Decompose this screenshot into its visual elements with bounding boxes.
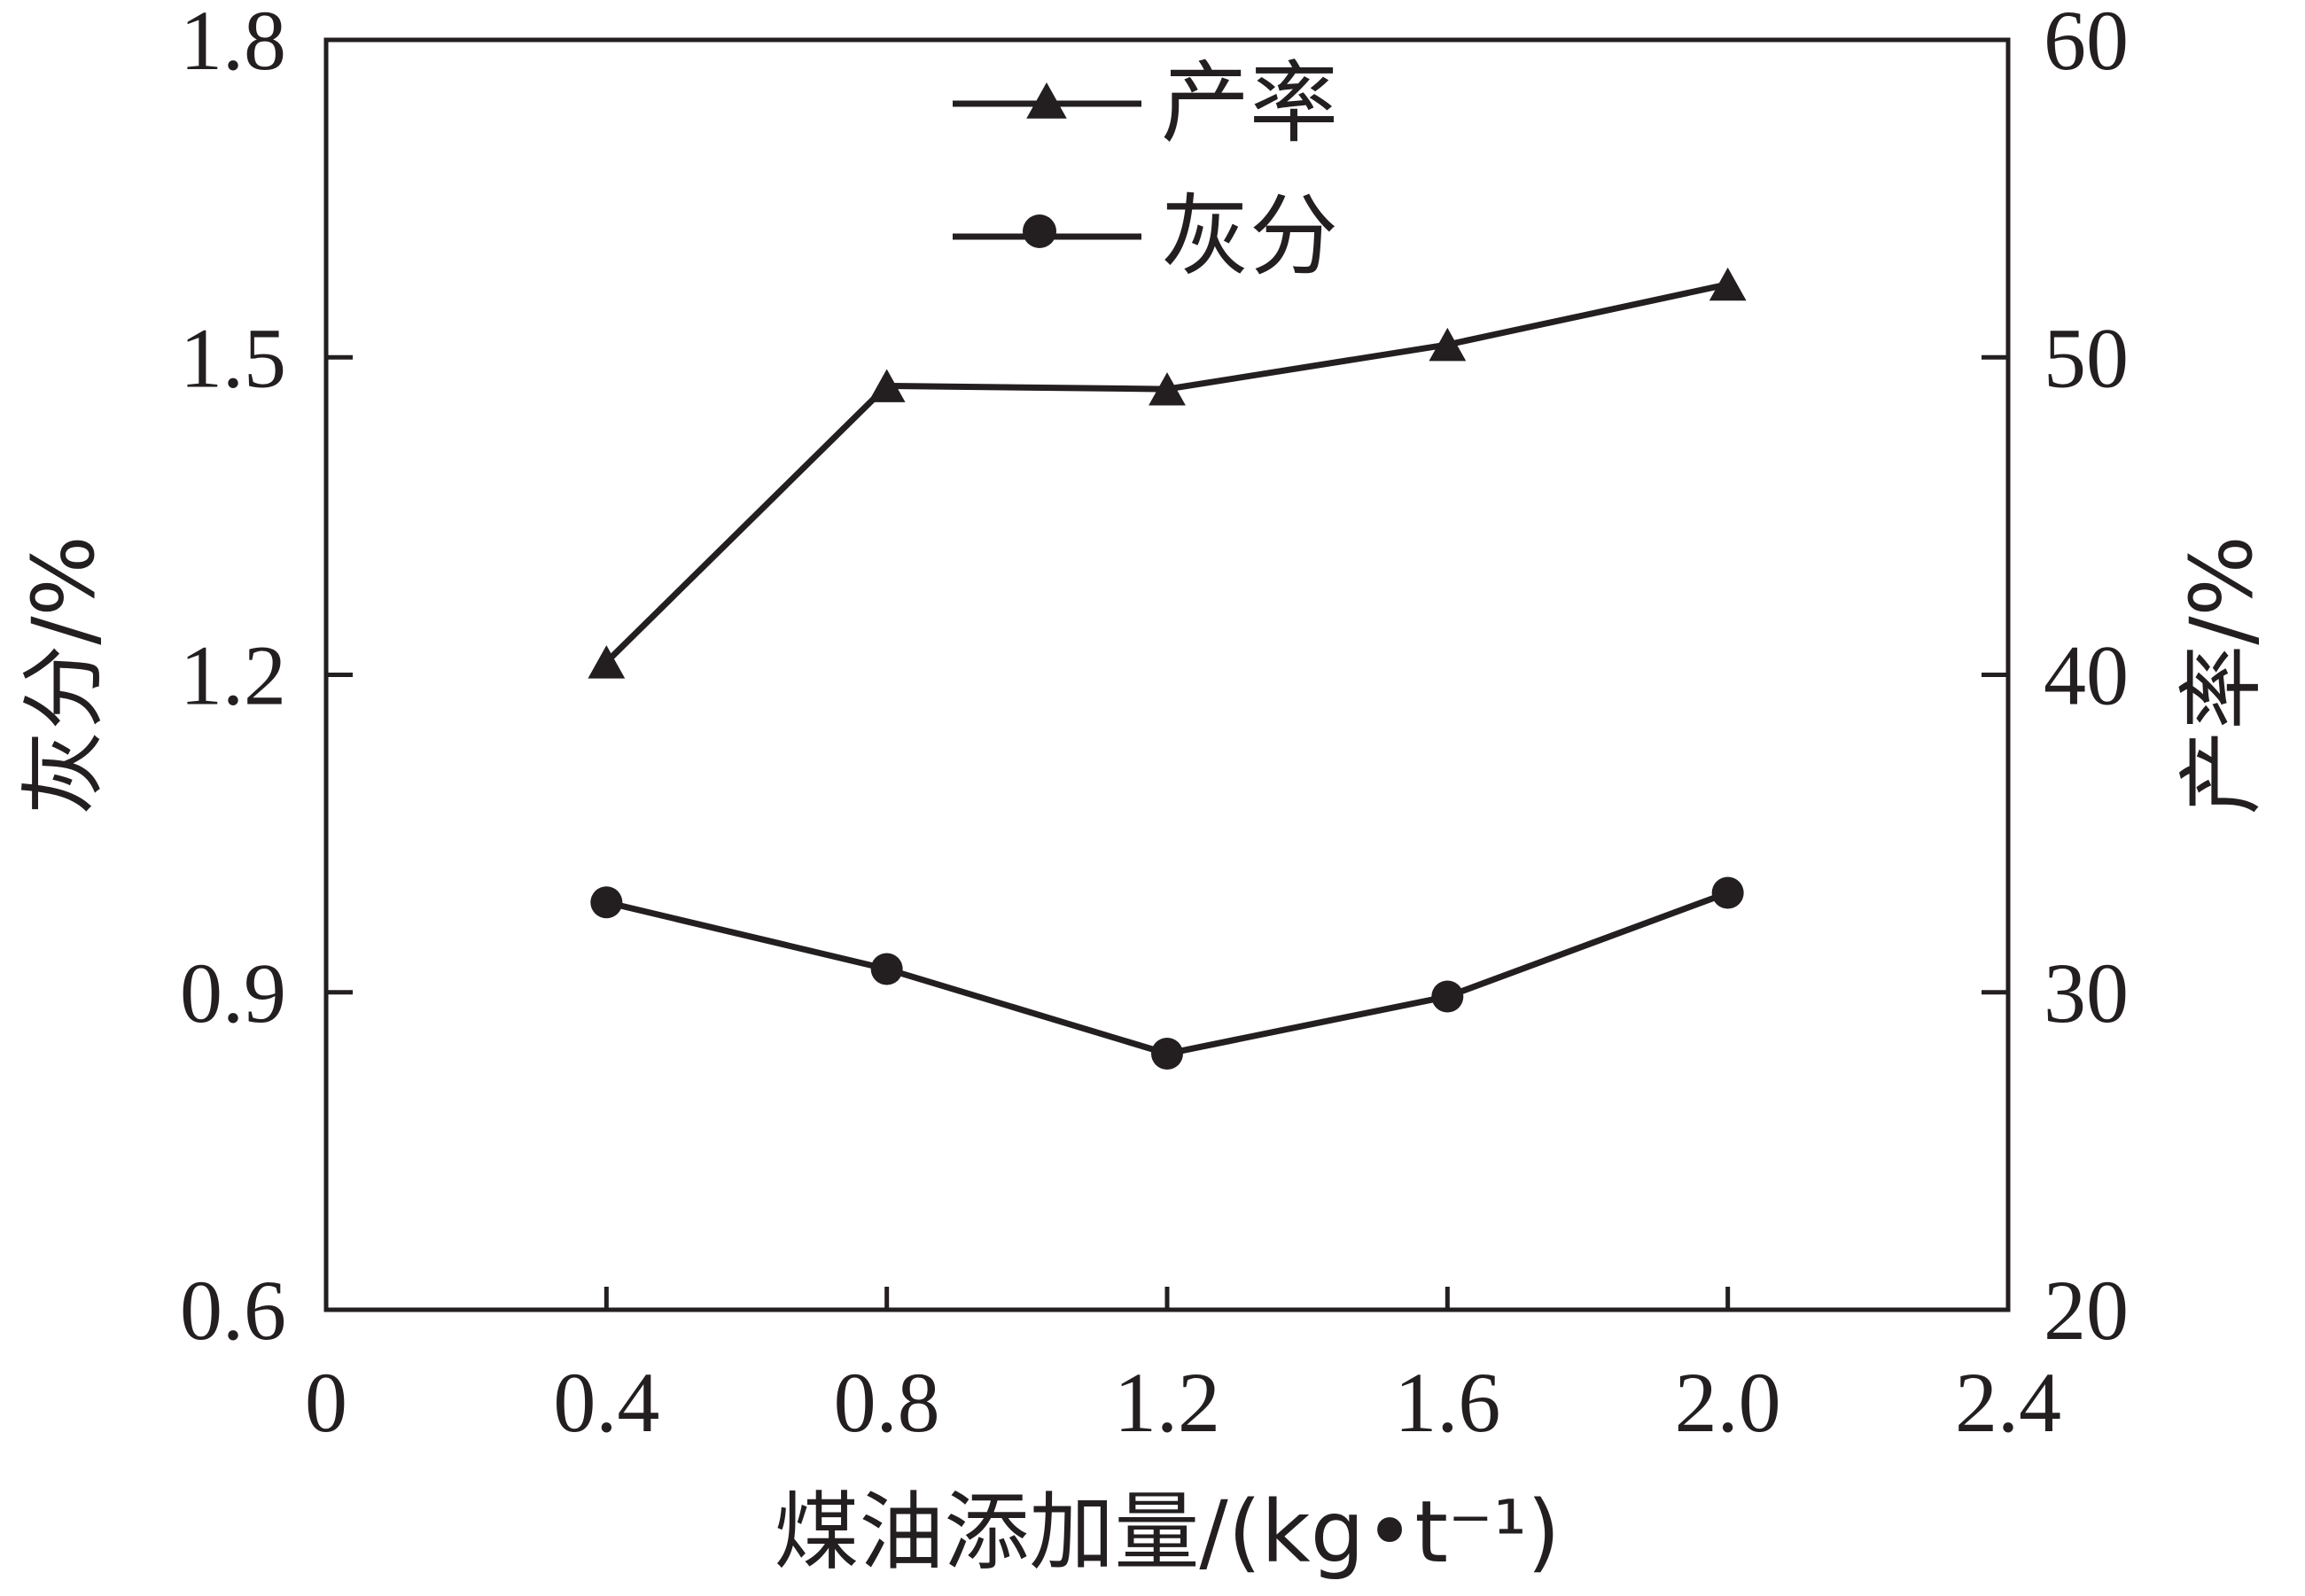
legend-label-ash: 灰分: [1161, 184, 1338, 288]
y-right-tick-label: 40: [2044, 628, 2129, 723]
ash-point: [870, 953, 903, 985]
x-tick-label: 0: [305, 1355, 347, 1450]
ash-point: [590, 886, 623, 919]
yield-line: [604, 281, 1729, 665]
y-left-ticks: 0.6 0.9 1.2 1.5 1.8: [180, 0, 353, 1358]
x-tick-label: 0.4: [553, 1355, 659, 1450]
ash-point: [1711, 876, 1744, 909]
y-right-tick-label: 60: [2044, 0, 2129, 88]
ash-point: [1431, 980, 1464, 1013]
y-left-tick-label: 0.9: [180, 946, 286, 1040]
y-right-ticks: 20 30 40 50 60: [1982, 0, 2129, 1358]
yield-point: [588, 645, 626, 679]
y-left-tick-label: 1.5: [180, 310, 286, 405]
series-group: [588, 267, 1747, 1070]
y-left-tick-label: 1.2: [180, 628, 286, 723]
ash-point: [1151, 1038, 1183, 1070]
x-axis-label: 煤油添加量/(kg•t⁻¹): [774, 1483, 1560, 1582]
y-right-tick-label: 20: [2044, 1263, 2129, 1358]
legend-marker-yield: [1026, 82, 1067, 119]
yield-point: [1429, 327, 1467, 362]
yield-point: [868, 369, 906, 402]
x-tick-label: 1.6: [1394, 1355, 1500, 1450]
x-tick-label: 0.8: [834, 1355, 940, 1450]
y-right-tick-label: 30: [2044, 946, 2129, 1040]
yield-point: [1709, 267, 1747, 301]
y-left-axis-label: 灰分/%: [14, 535, 113, 815]
x-ticks: 0 0.4 0.8 1.2 1.6 2.0 2.4: [305, 1287, 2061, 1450]
y-right-axis-label: 产率/%: [2172, 535, 2271, 815]
x-tick-label: 2.0: [1675, 1355, 1781, 1450]
x-tick-label: 2.4: [1955, 1355, 2061, 1450]
x-tick-label: 1.2: [1114, 1355, 1220, 1450]
y-right-tick-label: 50: [2044, 310, 2129, 405]
y-left-tick-label: 0.6: [180, 1263, 286, 1358]
ash-line: [605, 890, 1729, 1057]
yield-point: [1149, 372, 1186, 406]
legend-label-yield: 产率: [1161, 51, 1338, 155]
legend-marker-ash: [1023, 214, 1056, 248]
y-left-tick-label: 1.8: [180, 0, 286, 88]
